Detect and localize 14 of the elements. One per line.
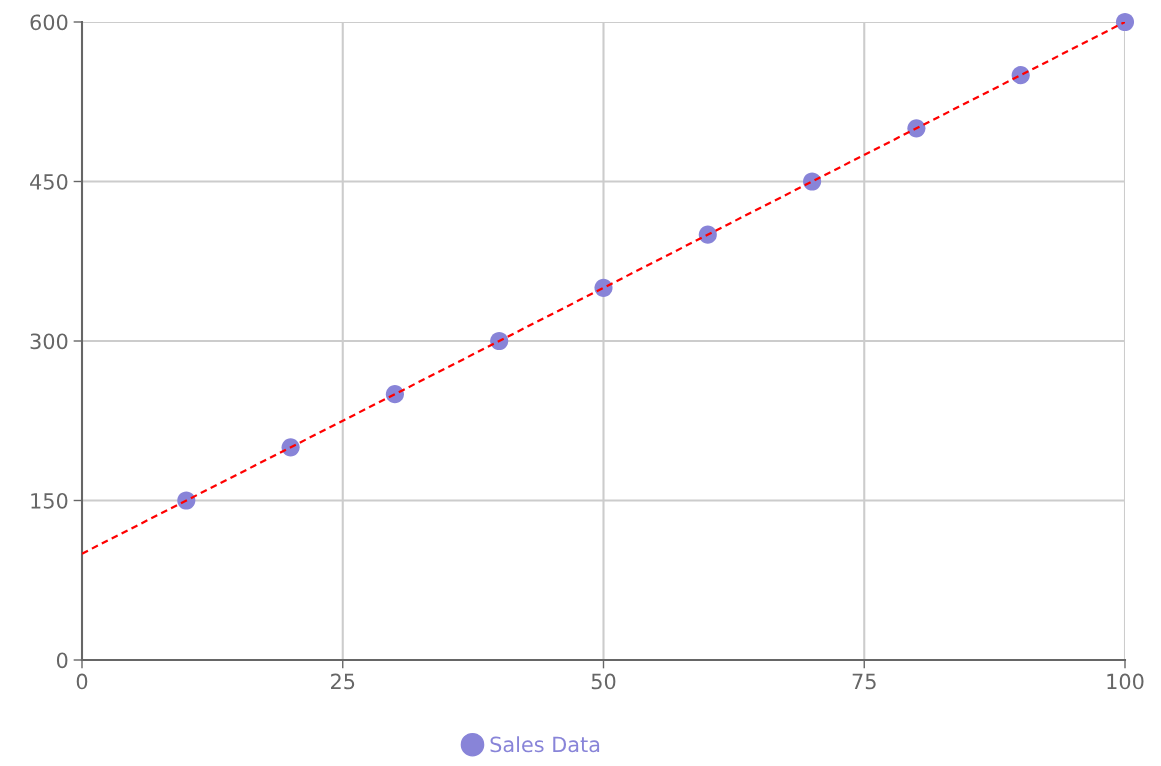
y-tick-label: 150 [31,492,68,509]
x-tick-label: 0 [76,673,88,690]
x-tick-label: 75 [852,673,876,690]
y-tick-label: 300 [30,333,68,350]
x-tick-label: 100 [1107,673,1144,690]
y-tick-label: 0 [56,652,68,669]
point [490,331,509,351]
x-tick-label: 25 [331,673,355,690]
legend-label: Sales Data [490,736,600,753]
y-tick-label: 600 [30,14,68,31]
point [907,119,926,138]
point [1115,12,1135,32]
y-tick-label: 450 [30,173,68,190]
x-tick-label: 50 [591,673,616,690]
